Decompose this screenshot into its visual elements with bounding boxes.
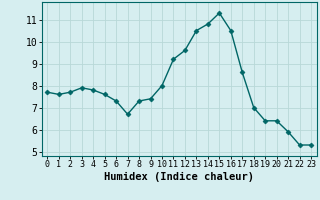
X-axis label: Humidex (Indice chaleur): Humidex (Indice chaleur) xyxy=(104,172,254,182)
